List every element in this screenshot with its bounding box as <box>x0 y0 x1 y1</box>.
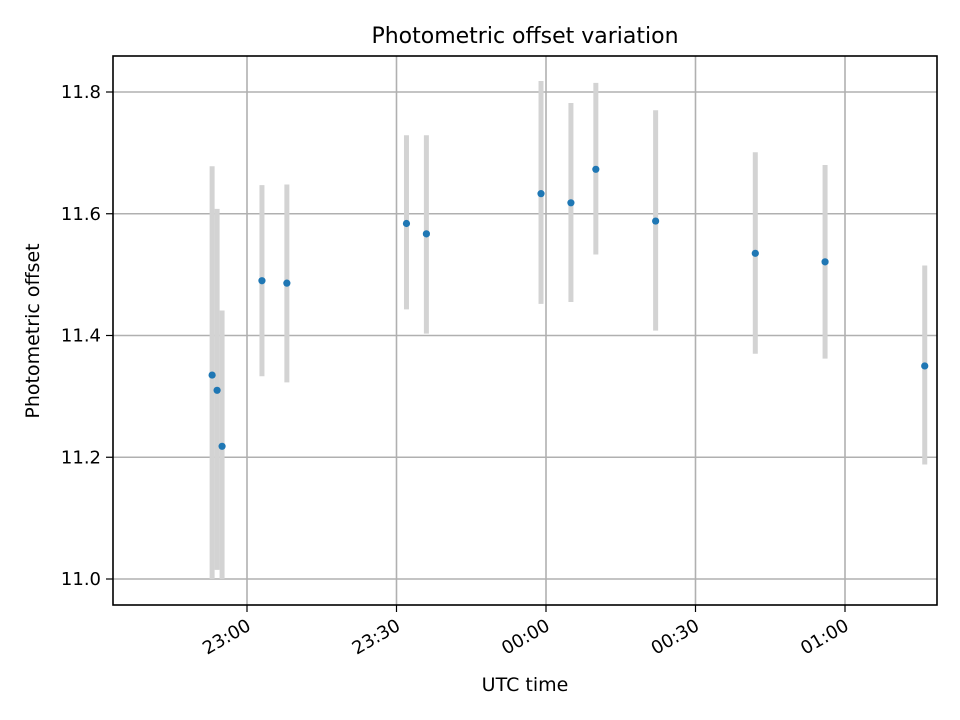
data-point <box>208 371 216 379</box>
x-tick-label: 23:00 <box>199 615 254 659</box>
y-tick-label: 11.0 <box>61 569 101 590</box>
data-point <box>567 199 575 207</box>
y-tick-label: 11.8 <box>61 82 101 103</box>
x-tick-label: 00:30 <box>648 615 703 659</box>
data-point <box>213 386 221 394</box>
x-tick-label: 23:30 <box>349 615 404 659</box>
data-point <box>751 249 759 257</box>
data-point <box>921 362 929 370</box>
data-point <box>592 165 600 173</box>
data-point <box>537 190 545 198</box>
x-axis-label: UTC time <box>482 674 569 696</box>
x-tick-label: 01:00 <box>797 615 852 659</box>
y-tick-label: 11.2 <box>61 447 101 468</box>
data-point <box>652 217 660 225</box>
data-point <box>821 258 829 266</box>
data-point <box>283 279 291 287</box>
chart-title: Photometric offset variation <box>371 24 678 49</box>
y-tick-label: 11.6 <box>61 204 101 225</box>
data-point <box>402 219 411 228</box>
y-tick-label: 11.4 <box>61 326 101 347</box>
data-point <box>422 230 430 238</box>
plot-frame <box>112 55 938 606</box>
error-bars <box>209 81 928 579</box>
x-axis-ticks: 23:00 23:30 00:00 00:30 01:00 <box>199 605 853 659</box>
x-tick-label: 00:00 <box>498 615 553 659</box>
data-point <box>258 277 266 285</box>
data-point <box>218 442 226 450</box>
y-axis-ticks: 11.0 11.2 11.4 11.6 11.8 <box>61 82 113 590</box>
grid <box>113 56 937 605</box>
y-axis-label: Photometric offset <box>22 243 44 418</box>
data-points <box>208 165 929 450</box>
